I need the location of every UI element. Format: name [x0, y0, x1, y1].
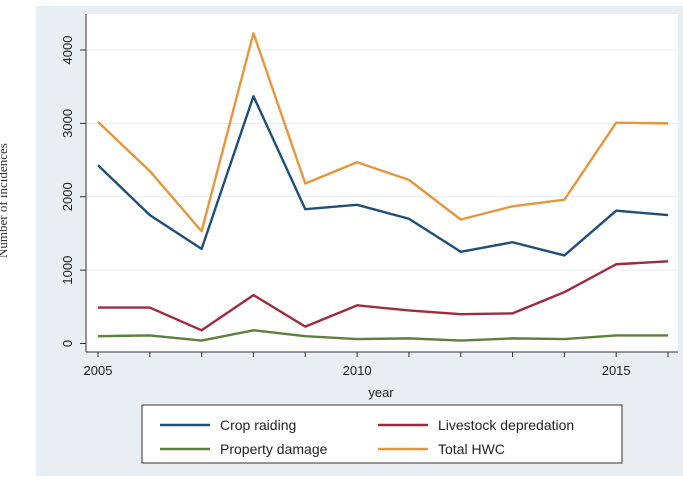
plot-area	[86, 14, 678, 352]
legend-label: Livestock depredation	[438, 417, 574, 433]
legend: Crop raiding Livestock depredation Propert…	[141, 404, 623, 464]
gridlines	[86, 49, 678, 271]
y-tick-label: 2000	[60, 182, 75, 211]
legend-label: Total HWC	[438, 441, 505, 457]
y-tick-label: 0	[60, 340, 75, 347]
y-tick-label: 1000	[60, 256, 75, 285]
series-lines	[97, 31, 669, 342]
series-line-total-hwc	[97, 31, 669, 233]
y-tick-label: 4000	[60, 36, 75, 65]
series-line-livestock-depredation	[98, 260, 669, 332]
x-tick-label: 2015	[602, 363, 631, 378]
legend-label: Property damage	[220, 441, 328, 457]
legend-label: Crop raiding	[220, 417, 296, 433]
axes: 0 1000 2000 3000 4000 2005 2010 2015	[60, 14, 678, 378]
y-tick-label: 3000	[60, 109, 75, 138]
x-axis-title: year	[368, 385, 394, 400]
series-line-property-damage	[97, 329, 668, 342]
x-tick-label: 2005	[84, 363, 113, 378]
series-line-crop-raiding	[97, 95, 669, 257]
legend-box	[141, 404, 623, 464]
x-tick-label: 2010	[343, 363, 372, 378]
